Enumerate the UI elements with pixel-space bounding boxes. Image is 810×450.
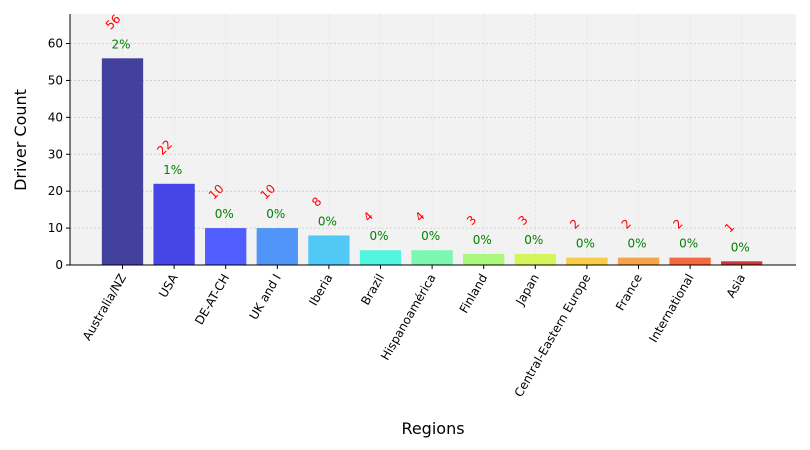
percent-label: 0% [266,207,285,221]
x-tick-label: Brazil [358,272,387,308]
x-tick-label: France [613,272,645,314]
x-tick-label: Asia [724,272,749,301]
x-tick-label: Japan [513,272,542,309]
bar [308,235,350,265]
y-tick-label: 20 [48,184,63,198]
percent-label: 0% [215,207,234,221]
y-tick-label: 40 [48,110,63,124]
x-tick-label: Hispanoamérica [378,271,439,362]
x-tick-label: USA [156,271,181,300]
bar [153,183,195,265]
bar [411,250,453,265]
percent-label: 1% [163,163,182,177]
x-tick-label: DE-AT-CH [192,272,232,328]
percent-label: 0% [370,229,389,243]
x-tick-label: UK and I [247,272,284,323]
percent-label: 0% [318,214,337,228]
bars [101,58,763,266]
bar [463,253,505,265]
percent-label: 0% [421,229,440,243]
x-tick-label: Iberia [306,272,335,309]
y-tick-label: 10 [48,221,63,235]
y-tick-label: 30 [48,147,63,161]
y-axis-title: Driver Count [11,89,30,191]
x-axis-title: Regions [401,419,464,438]
percent-label: 0% [473,233,492,247]
y-ticks: 0 10 20 30 40 50 60 [48,37,70,272]
y-tick-label: 50 [48,73,63,87]
y-tick-label: 60 [48,37,63,51]
x-tick-label: International [646,272,696,345]
percent-label: 0% [628,237,647,251]
x-tick-label: Australia/NZ [80,272,129,343]
bar [669,257,711,265]
bar [566,257,608,265]
bar [101,58,144,266]
bar [617,257,660,265]
bar [205,228,247,265]
percent-label: 0% [679,237,698,251]
percent-label: 2% [112,37,131,51]
bar [721,261,763,265]
percent-label: 0% [576,237,595,251]
x-ticks: Australia/NZ USA DE-AT-CH UK and I Iberia Bra… [80,265,748,399]
bar [514,253,556,265]
x-tick-label: Finland [457,272,491,316]
bar [256,228,298,265]
bar [359,250,402,265]
y-tick-label: 0 [55,258,63,272]
percent-label: 0% [524,233,543,247]
percent-label: 0% [731,240,750,254]
